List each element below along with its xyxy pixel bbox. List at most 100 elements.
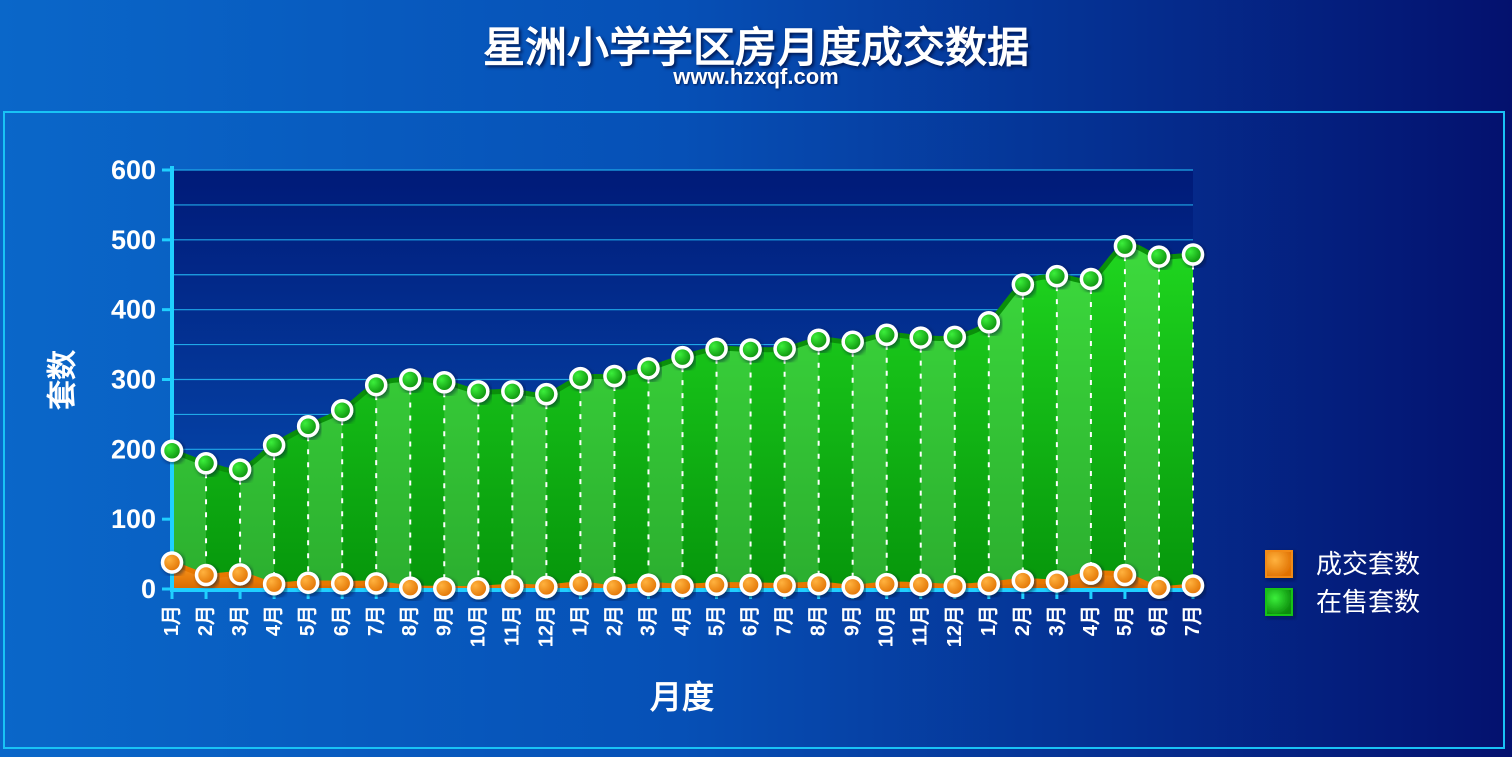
chart-title: 星洲小学学区房月度成交数据 <box>482 23 1029 72</box>
point-deals <box>364 572 388 595</box>
y-tick-label: 300 <box>111 365 156 395</box>
point-deals <box>637 573 660 597</box>
x-tick-label: 12月 <box>944 605 966 647</box>
point-deals <box>841 575 864 599</box>
point-deals <box>671 574 694 598</box>
y-tick-label: 500 <box>111 225 156 255</box>
point-on-sale <box>705 337 728 361</box>
area-band <box>1124 245 1159 589</box>
point-on-sale <box>1181 243 1205 266</box>
x-tick-label: 9月 <box>433 605 455 636</box>
area-band <box>1056 245 1091 589</box>
point-deals <box>909 573 932 597</box>
x-tick-label: 1月 <box>569 605 591 636</box>
x-tick-label: 5月 <box>297 605 319 636</box>
legend-swatch <box>1265 588 1293 616</box>
y-tick-label: 200 <box>111 434 156 464</box>
legend-swatch <box>1265 550 1293 578</box>
x-tick-label: 2月 <box>603 605 625 636</box>
point-deals <box>398 576 422 599</box>
point-deals <box>501 574 524 598</box>
point-on-sale <box>841 330 864 354</box>
point-deals <box>330 572 354 595</box>
point-on-sale <box>807 328 830 351</box>
point-deals <box>773 574 796 597</box>
point-on-sale <box>943 325 967 349</box>
point-on-sale <box>1011 273 1035 296</box>
point-deals <box>1147 576 1171 599</box>
x-tick-label: 12月 <box>535 605 557 647</box>
point-deals <box>1011 569 1035 592</box>
chart-subtitle: www.hzxqf.com <box>673 64 839 89</box>
x-tick-label: 4月 <box>1080 605 1102 636</box>
point-deals <box>569 572 592 596</box>
x-axis-title: 月度 <box>650 679 714 715</box>
y-tick-label: 400 <box>111 295 156 325</box>
point-deals <box>228 563 252 586</box>
point-deals <box>194 563 218 587</box>
point-on-sale <box>1079 267 1103 291</box>
point-on-sale <box>262 433 286 457</box>
point-on-sale <box>501 380 524 403</box>
point-deals <box>433 577 456 600</box>
y-axis-title: 套数 <box>47 349 80 410</box>
x-tick-label: 1月 <box>161 605 183 636</box>
x-tick-label: 10月 <box>467 605 489 647</box>
point-on-sale <box>569 366 592 390</box>
area-on-sale <box>172 245 1193 589</box>
x-tick-label: 4月 <box>672 605 694 636</box>
point-on-sale <box>637 357 660 380</box>
point-on-sale <box>977 310 1001 334</box>
x-tick-label: 6月 <box>740 605 762 636</box>
point-deals <box>535 575 558 599</box>
point-on-sale <box>433 371 456 394</box>
point-deals <box>262 572 286 596</box>
category-dash-lines <box>205 256 1194 583</box>
x-tick-label: 11月 <box>501 605 523 646</box>
point-deals <box>603 576 626 599</box>
x-tick-label: 2月 <box>195 605 217 636</box>
x-tick-label: 2月 <box>1012 605 1034 636</box>
point-on-sale <box>603 364 626 388</box>
point-on-sale <box>535 382 558 406</box>
point-deals <box>875 572 898 596</box>
point-on-sale <box>330 398 354 422</box>
x-tick-label: 5月 <box>706 605 728 636</box>
x-tick-label: 7月 <box>1182 605 1204 636</box>
x-tick-label: 4月 <box>263 605 285 636</box>
x-tick-label: 3月 <box>229 605 251 636</box>
point-deals <box>1045 570 1069 593</box>
legend-label: 成交套数 <box>1316 550 1420 580</box>
point-on-sale <box>1045 264 1069 288</box>
x-tick-label: 8月 <box>399 605 421 636</box>
y-tick-label: 600 <box>111 155 156 185</box>
point-on-sale <box>671 345 694 369</box>
point-on-sale <box>1147 245 1171 268</box>
x-tick-label: 6月 <box>1148 605 1170 636</box>
x-tick-label: 9月 <box>842 605 864 636</box>
point-deals <box>807 572 830 596</box>
point-on-sale <box>160 439 184 462</box>
x-tick-label: 8月 <box>808 605 830 636</box>
point-deals <box>739 573 762 597</box>
y-tick-label: 100 <box>111 504 156 534</box>
point-on-sale <box>194 452 218 475</box>
point-on-sale <box>467 380 490 403</box>
x-tick-label: 5月 <box>1114 605 1136 636</box>
x-tick-label: 3月 <box>1046 605 1068 636</box>
point-on-sale <box>909 326 932 349</box>
point-deals <box>705 573 728 597</box>
point-deals <box>1113 563 1137 587</box>
x-tick-label: 6月 <box>331 605 353 636</box>
legend-label: 在售套数 <box>1316 588 1420 618</box>
point-deals <box>296 571 320 594</box>
point-deals <box>1079 562 1103 585</box>
point-deals <box>1181 574 1205 597</box>
point-deals <box>467 577 490 600</box>
x-tick-label: 1月 <box>978 605 1000 636</box>
axis-labels: 0 100 200 300 400 500 600 1月 2月 3月 4月 5月 6月 7月 8月 9月 10月… <box>47 155 1205 715</box>
point-on-sale <box>296 415 320 438</box>
